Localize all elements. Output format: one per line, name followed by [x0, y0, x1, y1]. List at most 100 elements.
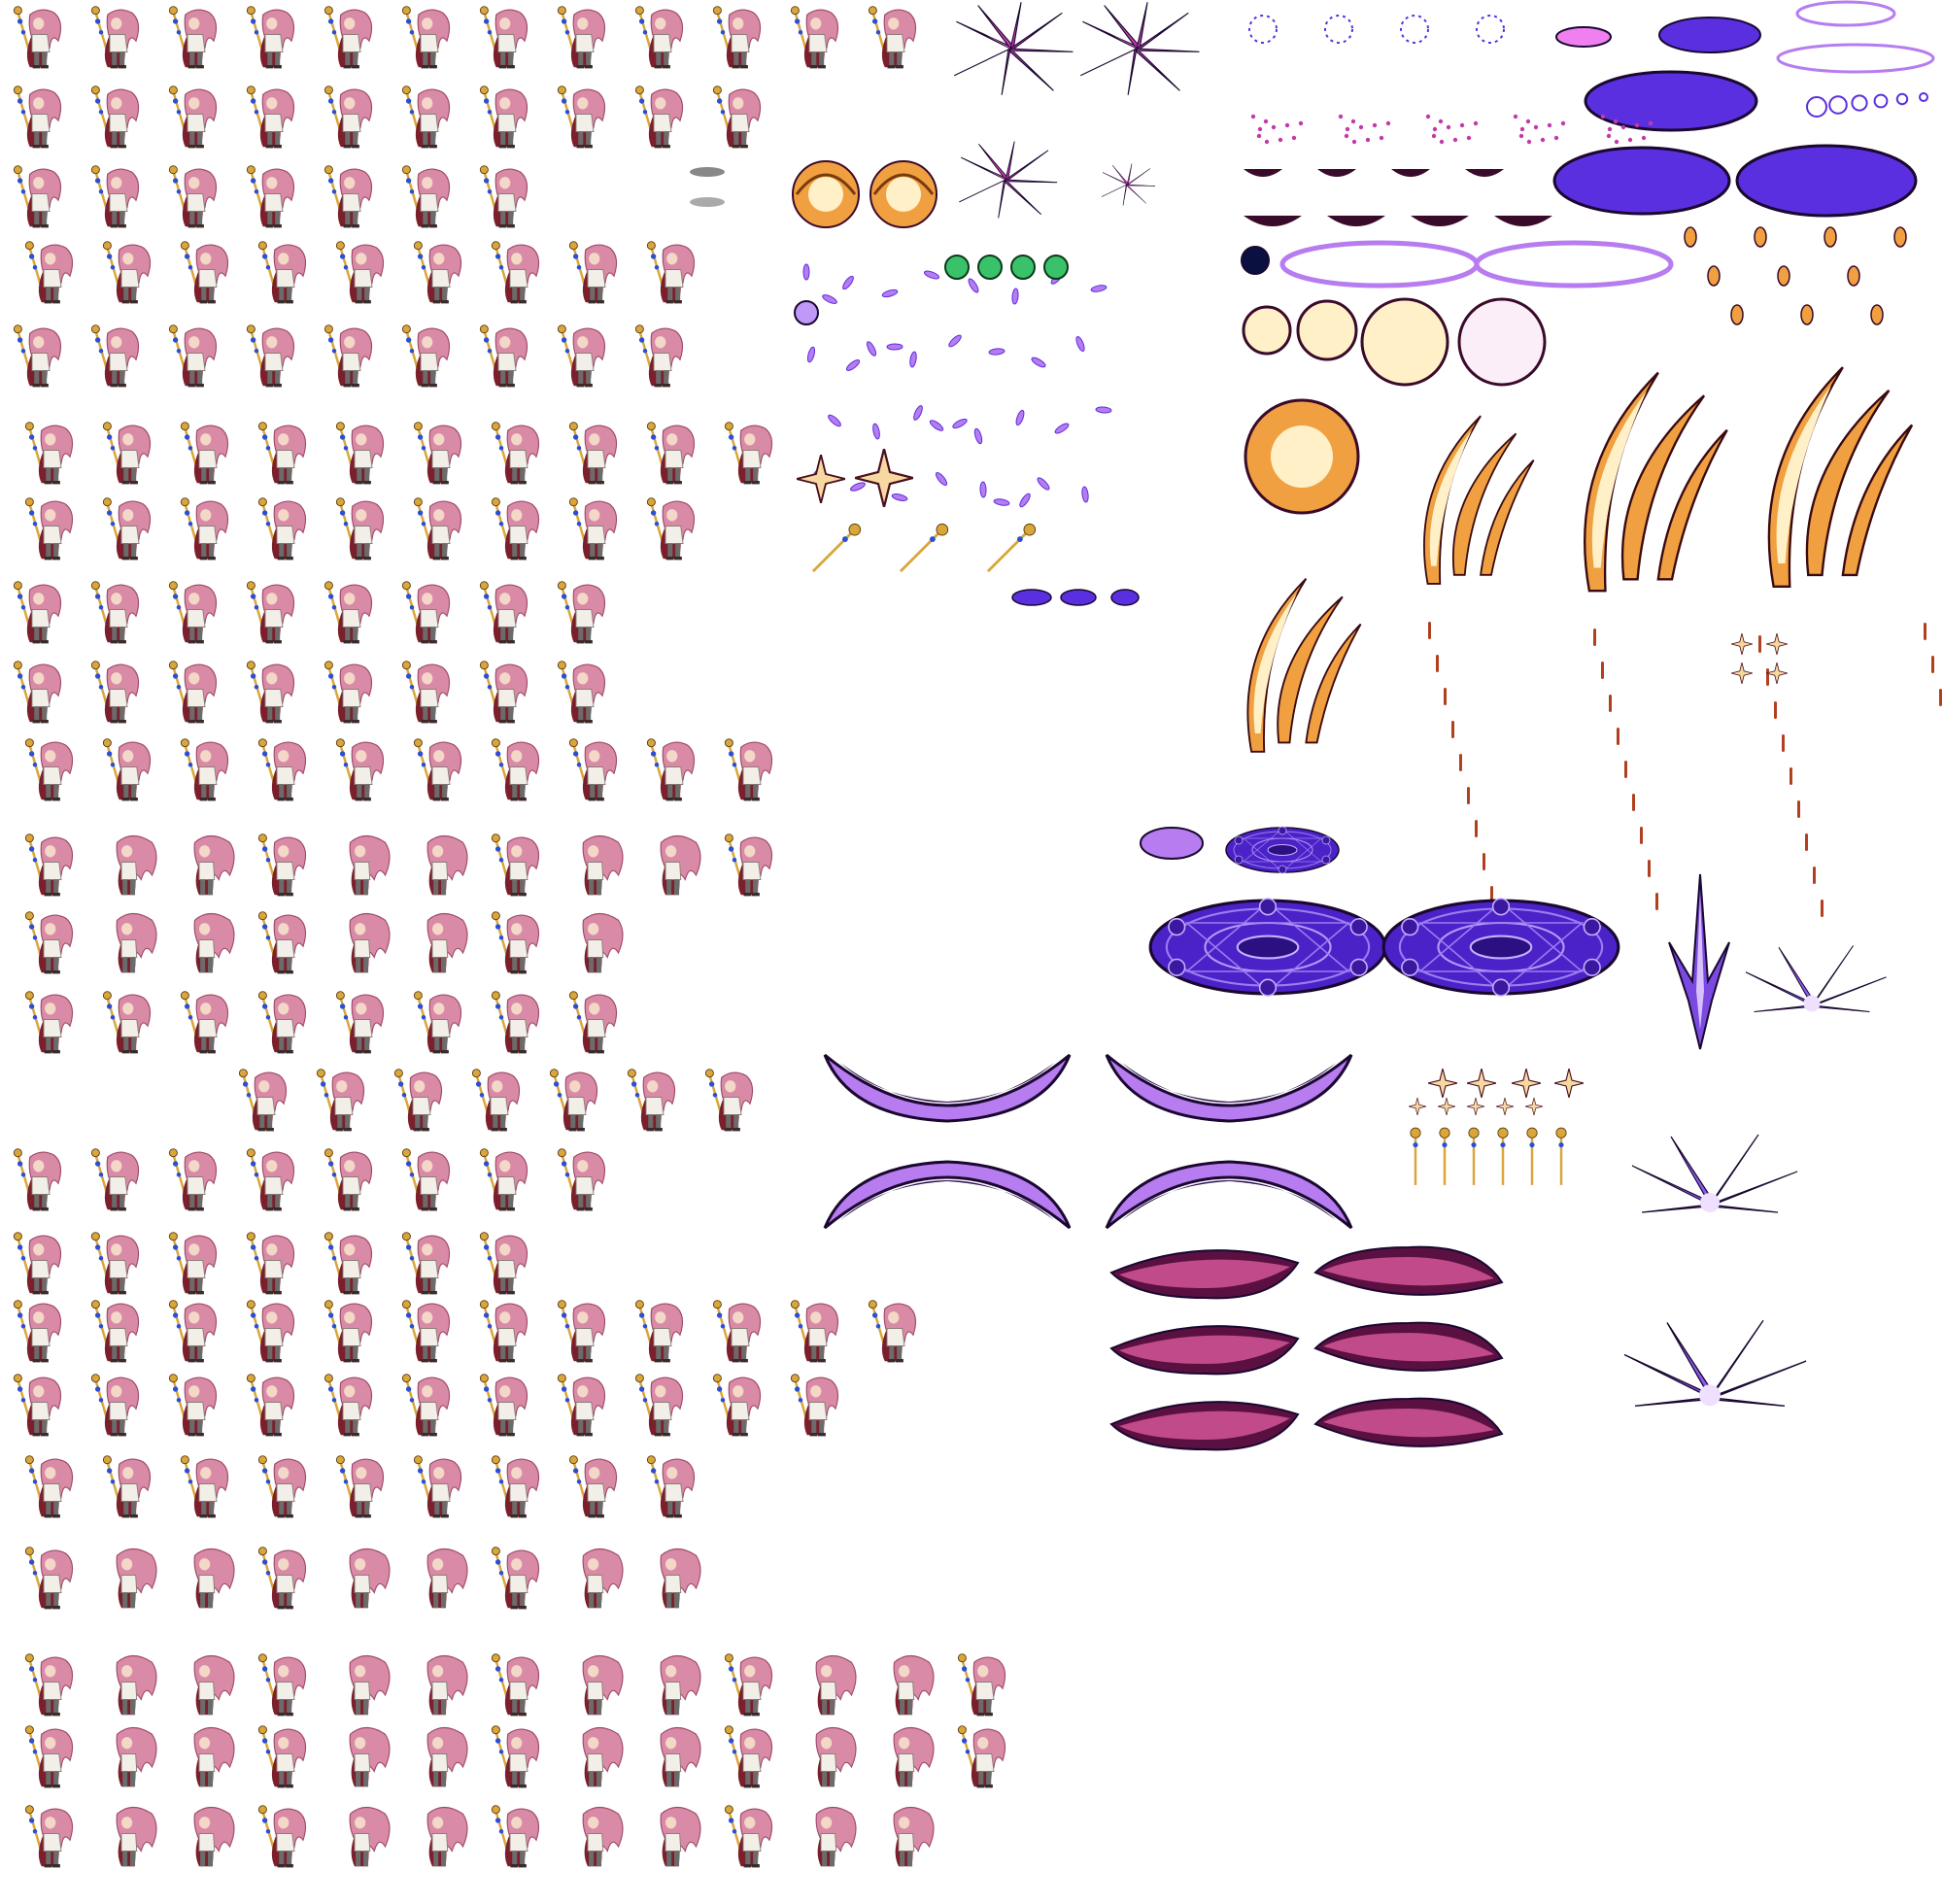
sprite-frame-lean [24, 990, 74, 1055]
sprite-frame-idle-staff [246, 5, 295, 70]
sprite-frame-idle-staff-b [634, 85, 684, 150]
sprite-frame-thrust-staff [324, 660, 373, 725]
sparkle-violet [1037, 477, 1050, 491]
sprite-frame-idle-staff [712, 5, 762, 70]
sprite-frame-walk [724, 1804, 773, 1869]
sprite-frame-hair-flow [491, 496, 540, 561]
sparkle-violet [1075, 335, 1085, 353]
sprite-frame-combo-a [90, 1299, 140, 1364]
sprite-frame-combo-c [335, 1454, 385, 1519]
plum-crescents [1494, 216, 1552, 226]
sprite-frame-stand [193, 912, 235, 973]
star-burst-magenta [958, 141, 1058, 219]
sprite-frame-guard [413, 421, 462, 486]
sprite-frame-idle-staff [13, 5, 62, 70]
sprite-frame-combo-b [168, 1373, 218, 1438]
sprite-frame-combo-a [557, 1299, 606, 1364]
sprite-frame-float [324, 1231, 373, 1296]
sprite-frame-guard [491, 421, 540, 486]
sprite-frame-hair-flow [646, 496, 696, 561]
sprite-frame-dash-staff [168, 580, 218, 645]
ember-streaks [1758, 635, 1761, 653]
sprite-frame-recover [116, 1547, 157, 1609]
sprite-frame-hurt-knockback [193, 1654, 235, 1716]
sprite-frame-turn [316, 1068, 365, 1133]
violet-ovals [1735, 144, 1918, 218]
green-orbs [977, 255, 1003, 280]
plum-crescents [1314, 1397, 1503, 1447]
sparkle-violet [1620, 124, 1626, 130]
ember-streaks [1655, 893, 1658, 910]
sprite-frame-stand [116, 912, 157, 973]
green-orbs [1010, 255, 1036, 280]
plum-crescents [1411, 216, 1469, 226]
cream-orbs [1824, 226, 1837, 248]
sprite-frame-combo-a [634, 1299, 684, 1364]
sprite-frame-hurt-knockback [426, 1654, 468, 1716]
cream-orbs [1242, 305, 1292, 356]
sparkle-violet [1365, 137, 1371, 143]
violet-ovals [1658, 17, 1761, 53]
sparkle-violet [1372, 122, 1378, 128]
sprite-frame-combo-c [257, 1454, 307, 1519]
sprite-frame-idle-hair [193, 834, 235, 896]
sparkle-violet [1358, 124, 1364, 130]
sprite-frame-leap-staff [90, 1147, 140, 1212]
mini-staffs [1467, 1127, 1481, 1187]
violet-crescents [1105, 1053, 1353, 1123]
sparkle-violet [794, 300, 819, 325]
magic-circle-small [1248, 15, 1278, 44]
sprite-frame-cast-point [180, 737, 229, 802]
sprite-frame-walk [893, 1806, 935, 1867]
sprite-frame-combo-a [168, 1299, 218, 1364]
sprite-frame-thrust-staff [90, 660, 140, 725]
sprite-frame-idle-staff [168, 5, 218, 70]
ring-outlines [1241, 246, 1270, 275]
sprite-frame-cast-raise [413, 240, 462, 305]
sprite-frame-cast-raise [335, 240, 385, 305]
sprite-frame-staff-swing [90, 323, 140, 389]
sparkle-violet [973, 427, 983, 445]
sprite-frame-combo-c [180, 1454, 229, 1519]
sparkle-violet [1438, 119, 1444, 124]
sprite-frame-recover [349, 1547, 391, 1609]
sprite-frame-cast-raise [102, 240, 152, 305]
sprite-frame-hair-flow [335, 496, 385, 561]
fire-splash [1271, 425, 1333, 488]
sprite-frame-recover [193, 1547, 235, 1609]
sparkle-violet [1350, 119, 1356, 124]
four-point-stars [1525, 1098, 1543, 1115]
star-burst-magenta [953, 1, 1074, 96]
sprite-frame-float [246, 1231, 295, 1296]
sprite-frame-kneel [349, 1726, 391, 1787]
sprite-frame-dash-staff [557, 580, 606, 645]
ember-streaks [1490, 886, 1493, 903]
sprite-frame-leap-staff [401, 1147, 451, 1212]
sprite-frame-leap-staff [168, 1147, 218, 1212]
sprite-frame-guard [646, 421, 696, 486]
sprite-frame-hurt-knockback [957, 1652, 1006, 1717]
magic-circle-small [1400, 15, 1429, 44]
violet-ovals [1011, 589, 1052, 606]
sparkle-violet [929, 420, 944, 431]
sprite-frame-kneel [24, 1724, 74, 1789]
four-point-stars [1766, 663, 1788, 684]
sprite-frame-turn [627, 1068, 676, 1133]
swirl-orange [795, 173, 857, 195]
sprite-frame-idle-staff [790, 5, 839, 70]
sparkle-violet [1600, 114, 1606, 119]
sprite-frame-thrust-staff [401, 660, 451, 725]
sparkle-violet [842, 275, 854, 290]
sparkle-violet [1439, 139, 1445, 145]
sparkle-violet [806, 346, 816, 363]
ember-streaks [1766, 668, 1769, 686]
sprite-frame-staff-ready [246, 164, 295, 229]
sprite-frame-hurt-knockback [582, 1654, 624, 1716]
ember-streaks [1805, 833, 1808, 851]
cream-orbs [1707, 265, 1721, 287]
sprite-frame-idle-staff-b [401, 85, 451, 150]
sprite-frame-cast-raise [568, 240, 618, 305]
sprite-frame-recover [24, 1546, 74, 1611]
sparkle-violet [1547, 122, 1552, 128]
